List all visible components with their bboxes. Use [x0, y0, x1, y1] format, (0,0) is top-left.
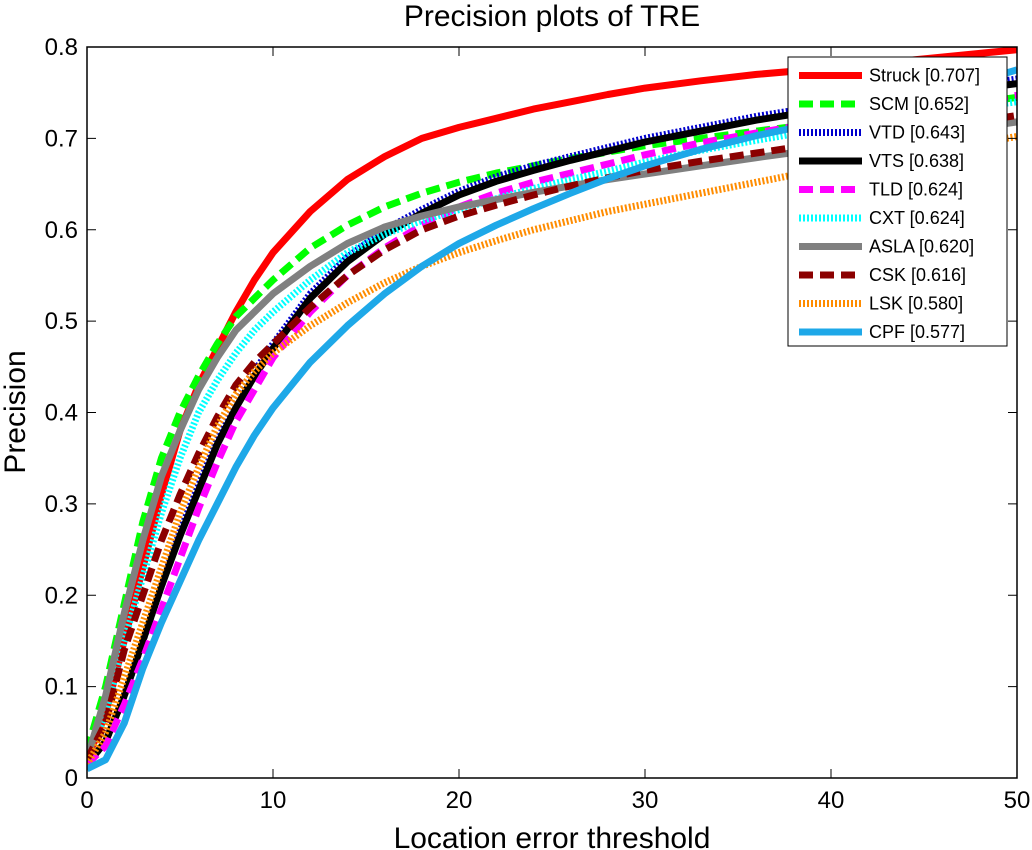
x-tick-label: 50 — [1004, 787, 1031, 814]
legend-label-3: VTS [0.638] — [869, 151, 964, 171]
y-tick-label: 0.1 — [45, 674, 78, 701]
y-axis-title: Precision — [0, 350, 32, 473]
legend-label-2: VTD [0.643] — [869, 123, 965, 143]
legend-label-1: SCM [0.652] — [869, 94, 969, 114]
chart-title: Precision plots of TRE — [404, 0, 700, 33]
y-tick-label: 0.2 — [45, 582, 78, 609]
series-line-8 — [87, 133, 1017, 767]
series-lines — [87, 47, 1017, 773]
y-tick-label: 0.4 — [45, 400, 78, 427]
axis-ticks: 0 10 20 30 40 50 0 0.1 0.2 0.3 0.4 0.5 0.6 0.7 0.8 — [45, 34, 1031, 814]
y-tick-label: 0.7 — [45, 125, 78, 152]
legend-label-8: LSK [0.580] — [869, 294, 963, 314]
y-tick-label: 0.8 — [45, 34, 78, 61]
legend-label-5: CXT [0.624] — [869, 208, 965, 228]
legend-label-4: TLD [0.624] — [869, 180, 963, 200]
x-tick-label: 30 — [632, 787, 659, 814]
x-axis-title: Location error threshold — [394, 822, 711, 850]
x-tick-label: 40 — [818, 787, 845, 814]
y-tick-label: 0.6 — [45, 217, 78, 244]
legend-label-6: ASLA [0.620] — [869, 237, 974, 257]
series-line-6 — [87, 118, 1017, 761]
x-tick-label: 0 — [80, 787, 93, 814]
x-tick-label: 10 — [260, 787, 287, 814]
series-line-4 — [87, 91, 1017, 767]
series-line-7 — [87, 112, 1017, 762]
series-line-0 — [87, 47, 1017, 762]
legend-label-7: CSK [0.616] — [869, 265, 966, 285]
series-line-3 — [87, 80, 1017, 767]
y-tick-label: 0.3 — [45, 491, 78, 518]
legend-label-0: Struck [0.707] — [869, 66, 980, 86]
legend: Struck [0.707] SCM [0.652] VTD [0.643] VTS … — [787, 56, 1008, 347]
y-tick-label: 0.5 — [45, 308, 78, 335]
legend-label-9: CPF [0.577] — [869, 322, 965, 342]
x-tick-label: 20 — [446, 787, 473, 814]
y-tick-label: 0 — [65, 765, 78, 792]
series-line-9 — [87, 66, 1017, 773]
